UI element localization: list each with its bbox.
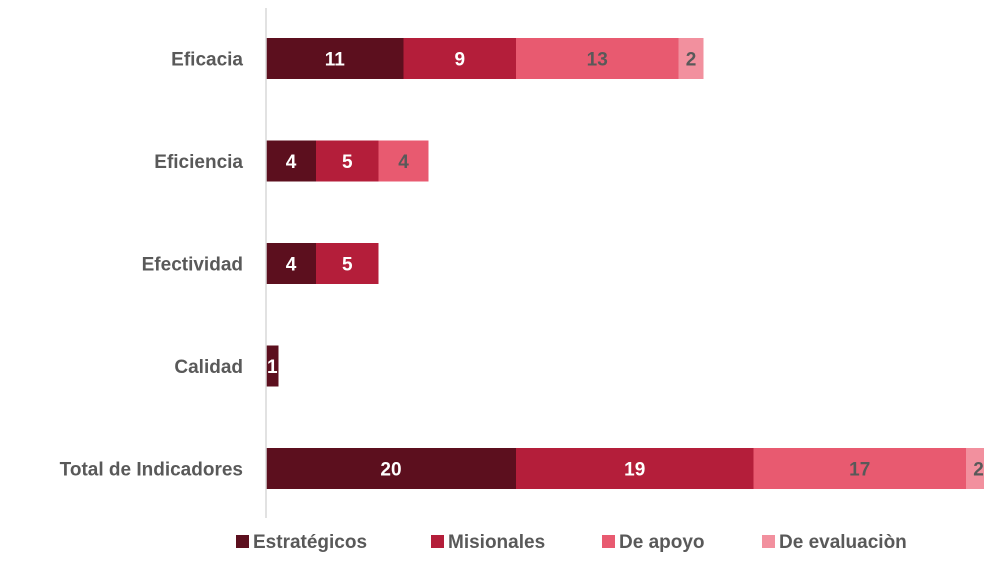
bar-segment — [266, 345, 279, 387]
data-label: 13 — [587, 50, 608, 71]
bar-segment — [753, 448, 966, 489]
bar-segment — [266, 140, 316, 182]
category-label: Calidad — [174, 357, 243, 378]
bar-segment — [266, 448, 516, 489]
legend-swatch — [602, 535, 615, 548]
data-label: 5 — [342, 255, 353, 276]
data-label: 4 — [398, 152, 409, 173]
legend-label: Misionales — [448, 532, 545, 553]
data-label: 5 — [342, 152, 353, 173]
legend-swatch — [236, 535, 249, 548]
bar-segment — [266, 38, 404, 79]
data-label: 4 — [286, 152, 297, 173]
data-label: 19 — [624, 460, 645, 481]
bar-segment — [266, 243, 316, 284]
bar-segment — [403, 38, 516, 79]
legend-label: De evaluaciòn — [779, 532, 907, 553]
category-labels: Eficacia Eficiencia Efectividad Calidad Tota… — [60, 50, 244, 481]
legend: Estratégicos Misionales De apoyo De evaluac… — [236, 532, 907, 553]
bar-segment — [966, 448, 984, 489]
legend-label: De apoyo — [619, 532, 705, 553]
category-label: Total de Indicadores — [60, 460, 243, 481]
data-label: 17 — [849, 460, 870, 481]
bar-segment — [316, 243, 379, 284]
legend-swatch — [762, 535, 775, 548]
category-label: Efectividad — [142, 255, 243, 276]
bar-segment — [516, 38, 679, 79]
data-label: 9 — [454, 50, 465, 71]
category-label: Eficacia — [171, 50, 243, 71]
data-label: 2 — [973, 460, 984, 481]
data-label: 20 — [380, 460, 401, 481]
bar-segment — [316, 140, 379, 182]
bar-segment — [378, 140, 429, 182]
bar-segment — [678, 38, 704, 79]
data-label: 11 — [325, 50, 346, 71]
data-label: 2 — [686, 50, 697, 71]
data-label: 1 — [267, 357, 278, 378]
legend-swatch — [431, 535, 444, 548]
category-label: Eficiencia — [154, 152, 243, 173]
bars-group: 11 9 13 2 4 5 4 4 5 1 20 19 17 2 — [266, 38, 984, 489]
legend-label: Estratégicos — [253, 532, 367, 553]
bar-segment — [516, 448, 754, 489]
data-label: 4 — [286, 255, 297, 276]
